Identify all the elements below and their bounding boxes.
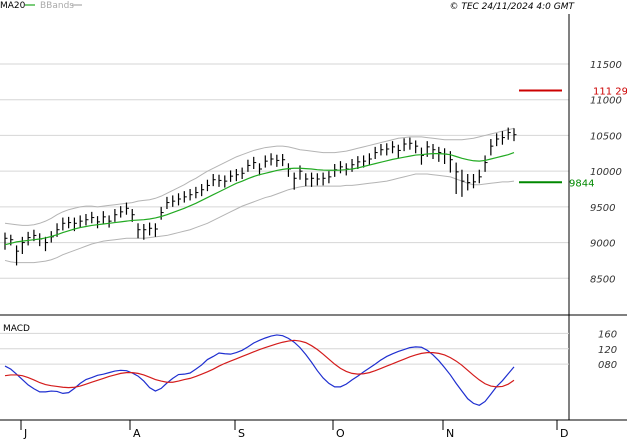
x-tick-label: N — [446, 427, 454, 440]
support-label: 9844 — [569, 178, 594, 189]
x-tick-label: A — [133, 427, 141, 440]
price-tick-label: 10500 — [590, 131, 622, 142]
macd-grid — [0, 332, 569, 365]
macd-axis: 080 120 160 — [598, 329, 617, 371]
signal-line — [4, 339, 515, 389]
x-tick-label: J — [23, 427, 27, 440]
copyright-text: © TEC 24/11/2024 4:0 GMT — [449, 2, 575, 12]
x-tick-label: O — [336, 427, 345, 440]
legend-bbands-label: BBands — [40, 1, 74, 11]
macd-lines — [4, 334, 515, 406]
ohlc-bars — [4, 127, 517, 266]
macd-tick-label: 080 — [598, 360, 617, 371]
price-tick-label: 11000 — [590, 96, 622, 107]
x-tick-label: D — [560, 427, 568, 440]
price-tick-label: 9000 — [590, 239, 615, 250]
ma20-line — [4, 152, 515, 246]
bollinger-bands — [4, 127, 515, 264]
bb-upper-line — [4, 127, 515, 226]
macd-tick-label: 160 — [598, 329, 617, 340]
price-levels: 111 29 9844 — [519, 87, 627, 189]
price-tick-label: 10000 — [590, 167, 622, 178]
price-tick-label: 9500 — [590, 203, 615, 214]
macd-title: MACD — [3, 324, 30, 334]
price-tick-label: 8500 — [590, 274, 615, 285]
resistance-label: 111 29 — [593, 87, 627, 98]
ma20-polyline — [4, 152, 515, 246]
price-axis: 8500 9000 9500 10000 10500 11000 11500 — [590, 60, 622, 285]
x-tick-label: S — [238, 427, 245, 440]
bb-lower-line — [4, 173, 515, 264]
price-tick-label: 11500 — [590, 60, 622, 71]
macd-tick-label: 120 — [598, 345, 617, 356]
legend-ma20-label: MA20 — [0, 1, 26, 11]
macd-line — [4, 334, 515, 406]
